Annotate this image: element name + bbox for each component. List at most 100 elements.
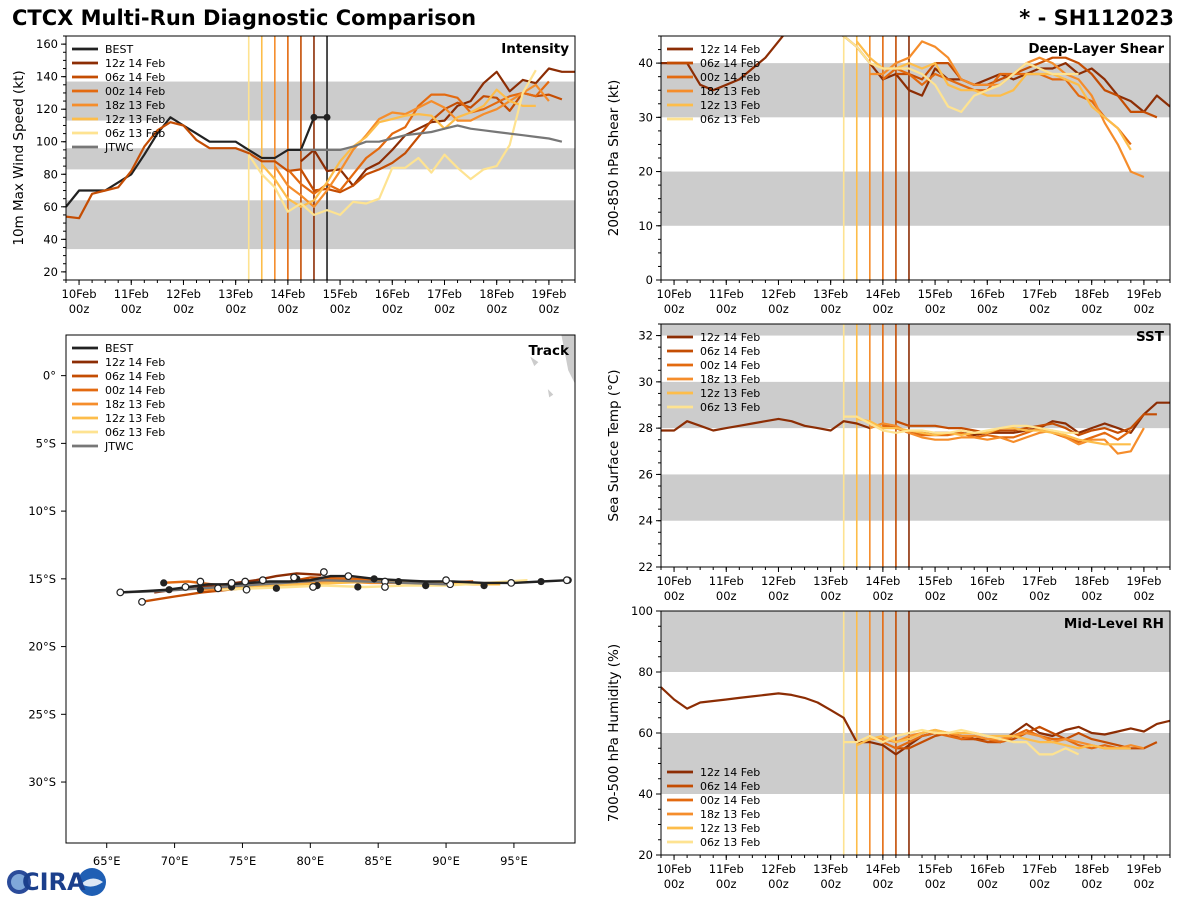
sst-xtick-sublabel: 00z xyxy=(1081,589,1102,603)
rh-xtick-label: 10Feb xyxy=(657,862,692,876)
track-title: Track xyxy=(529,343,570,359)
track-marker-open xyxy=(227,579,236,587)
track-panel: 65°E 70°E 75°E 80°E 85°E 90°E 95°E 0° 5°S 10°S 15°… xyxy=(28,334,576,868)
sst-legend-label: 00z 14 Feb xyxy=(700,359,760,372)
rh-xtick-label: 11Feb xyxy=(709,862,744,876)
sst-legend-label: 06z 13 Feb xyxy=(700,401,760,414)
rh-series-5 xyxy=(843,728,1080,756)
intensity-legend-label: 00z 14 Feb xyxy=(105,85,165,98)
rh-legend-label: 18z 13 Feb xyxy=(700,808,760,821)
track-ytick-label: 15°S xyxy=(28,572,56,586)
logo-text: CIRA xyxy=(22,868,86,896)
cira-logo xyxy=(7,868,106,896)
rh-band-1 xyxy=(661,611,1170,672)
track-legend-label: 00z 14 Feb xyxy=(105,384,165,397)
intensity-xtick-sublabel: 00z xyxy=(121,302,142,316)
shear-xtick-label: 13Feb xyxy=(813,287,848,301)
track-ytick-label: 0° xyxy=(43,369,56,383)
rh-xtick-sublabel: 00z xyxy=(977,877,998,891)
intensity-xtick-sublabel: 00z xyxy=(225,302,246,316)
shear-xtick-label: 14Feb xyxy=(865,287,900,301)
track-marker-open xyxy=(181,583,190,591)
land-sumatra xyxy=(561,335,575,384)
sst-xtick-sublabel: 00z xyxy=(1029,589,1050,603)
shear-series-5 xyxy=(843,36,1079,114)
intensity-xtick-sublabel: 00z xyxy=(539,302,560,316)
shear-xtick-sublabel: 00z xyxy=(925,302,946,316)
intensity-xtick-label: 16Feb xyxy=(375,287,410,301)
track-marker-filled xyxy=(165,586,173,594)
sst-xtick-label: 16Feb xyxy=(970,574,1005,588)
rh-legend-label: 06z 14 Feb xyxy=(700,780,760,793)
sst-xtick-label: 17Feb xyxy=(1022,574,1057,588)
sst-xtick-sublabel: 00z xyxy=(716,589,737,603)
intensity-xtick-label: 12Feb xyxy=(166,287,201,301)
track-marker-open xyxy=(241,577,250,586)
track-marker-open xyxy=(242,585,251,594)
track-xtick-label: 90°E xyxy=(432,854,460,868)
page-title: CTCX Multi-Run Diagnostic Comparison xyxy=(12,6,477,30)
intensity-ytick-label: 120 xyxy=(36,102,58,116)
rh-xtick-label: 18Feb xyxy=(1074,862,1109,876)
track-marker-filled xyxy=(196,586,204,594)
rh-ytick-label: 80 xyxy=(638,665,653,679)
rh-xtick-label: 14Feb xyxy=(865,862,900,876)
intensity-ytick-label: 160 xyxy=(36,37,58,51)
intensity-title: Intensity xyxy=(501,41,569,57)
track-xtick-label: 70°E xyxy=(161,854,189,868)
storm-id: * - SH112023 xyxy=(1019,6,1174,30)
shear-xtick-label: 16Feb xyxy=(970,287,1005,301)
shear-legend-label: 12z 13 Feb xyxy=(700,99,760,112)
rh-xtick-sublabel: 00z xyxy=(873,877,894,891)
rh-xtick-sublabel: 00z xyxy=(925,877,946,891)
shear-xtick-label: 12Feb xyxy=(761,287,796,301)
track-xtick-label: 95°E xyxy=(500,854,528,868)
sst-xtick-sublabel: 00z xyxy=(925,589,946,603)
rh-ytick-label: 100 xyxy=(631,604,653,618)
track-marker-open xyxy=(196,577,205,586)
intensity-legend-label: 18z 13 Feb xyxy=(105,99,165,112)
sst-title: SST xyxy=(1136,329,1165,345)
rh-ytick-label: 40 xyxy=(638,787,653,801)
sst-xtick-label: 12Feb xyxy=(761,574,796,588)
track-marker-filled xyxy=(422,582,430,590)
intensity-legend-label: 06z 13 Feb xyxy=(105,127,165,140)
land-island xyxy=(530,356,539,367)
rh-xtick-sublabel: 00z xyxy=(1029,877,1050,891)
track-marker-filled xyxy=(394,577,403,586)
rh-legend-label: 12z 13 Feb xyxy=(700,822,760,835)
intensity-series-6 xyxy=(247,69,537,216)
sst-frame xyxy=(660,323,1171,568)
sst-xtick-label: 15Feb xyxy=(918,574,953,588)
track-marker-open xyxy=(309,583,317,591)
shear-xtick-label: 18Feb xyxy=(1074,287,1109,301)
intensity-series-end-marker-prev xyxy=(310,113,318,121)
intensity-band-2 xyxy=(66,81,575,121)
track-ytick-label: 10°S xyxy=(28,504,56,518)
rh-xtick-label: 19Feb xyxy=(1126,862,1161,876)
land-island xyxy=(547,389,554,398)
intensity-xtick-sublabel: 00z xyxy=(173,302,194,316)
intensity-xtick-label: 10Feb xyxy=(62,287,97,301)
sst-legend-label: 12z 14 Feb xyxy=(700,331,760,344)
intensity-series-4 xyxy=(273,83,550,208)
intensity-xtick-label: 18Feb xyxy=(479,287,514,301)
shear-xtick-label: 19Feb xyxy=(1126,287,1161,301)
intensity-ytick-label: 140 xyxy=(36,70,58,84)
track-xtick-label: 80°E xyxy=(296,854,324,868)
sst-xtick-sublabel: 00z xyxy=(664,589,685,603)
track-marker-filled xyxy=(537,577,545,586)
track-legend-label: 12z 13 Feb xyxy=(105,412,165,425)
shear-xtick-sublabel: 00z xyxy=(664,302,685,316)
sst-xtick-label: 19Feb xyxy=(1126,574,1161,588)
sst-series-2 xyxy=(882,424,1132,444)
shear-ytick-label: 0 xyxy=(646,273,653,287)
shear-legend-label: 06z 13 Feb xyxy=(700,113,760,126)
rh-panel: 2040608010010Feb00z11Feb00z12Feb00z13Feb… xyxy=(606,604,1171,891)
sst-ytick-label: 32 xyxy=(638,329,653,343)
sst-ytick-label: 24 xyxy=(638,514,653,528)
shear-xtick-sublabel: 00z xyxy=(1134,302,1155,316)
sst-xtick-sublabel: 00z xyxy=(977,589,998,603)
intensity-xtick-label: 17Feb xyxy=(427,287,462,301)
sst-xtick-sublabel: 00z xyxy=(873,589,894,603)
